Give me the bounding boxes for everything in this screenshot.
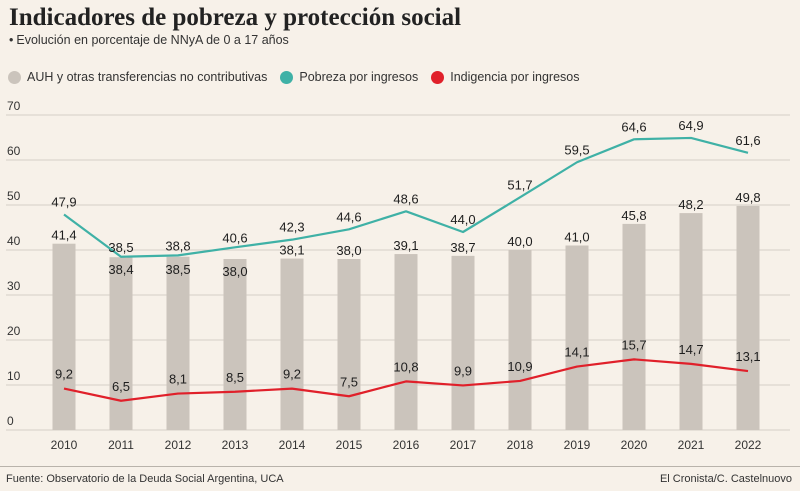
- pobreza-value-label: 38,8: [165, 238, 190, 253]
- legend-item-indigencia: Indigencia por ingresos: [431, 70, 579, 84]
- indigencia-value-label: 14,1: [564, 345, 589, 360]
- indigencia-value-label: 8,5: [226, 370, 244, 385]
- chart-title: Indicadores de pobreza y protección soci…: [9, 4, 462, 31]
- x-tick-label: 2018: [507, 438, 534, 452]
- bar: [337, 259, 361, 430]
- x-tick-label: 2017: [450, 438, 477, 452]
- chart-subtitle: • Evolución en porcentaje de NNyA de 0 a …: [9, 33, 289, 47]
- bar: [394, 254, 418, 430]
- bar-value-label: 48,2: [678, 197, 703, 212]
- pobreza-value-label: 44,6: [336, 209, 361, 224]
- indigencia-value-label: 14,7: [678, 342, 703, 357]
- pobreza-value-label: 51,7: [507, 177, 532, 192]
- x-tick-label: 2014: [279, 438, 306, 452]
- y-tick-label: 20: [7, 324, 21, 338]
- y-tick-label: 50: [7, 189, 21, 203]
- footer-source: Fuente: Observatorio de la Deuda Social …: [6, 473, 284, 485]
- x-tick-label: 2011: [108, 438, 134, 452]
- y-tick-label: 0: [7, 414, 14, 428]
- legend-swatch-indigencia: [431, 70, 445, 84]
- indigencia-value-label: 9,2: [55, 367, 73, 382]
- legend-label-indigencia: Indigencia por ingresos: [450, 70, 580, 84]
- bar: [565, 245, 589, 430]
- bar-value-label: 38,4: [108, 262, 133, 277]
- bar-series: [52, 205, 760, 430]
- bar-value-label: 45,8: [621, 208, 646, 223]
- chart-legend: AUH y otras transferencias no contributi…: [8, 69, 592, 85]
- pobreza-line: [63, 136, 749, 258]
- indigencia-value-label: 15,7: [621, 337, 646, 352]
- bar: [451, 255, 475, 430]
- footer-credit: El Cronista/C. Castelnuovo: [659, 473, 792, 485]
- line-series: [63, 136, 749, 402]
- footer-divider: [0, 466, 800, 467]
- bar-value-label: 38,0: [222, 264, 247, 279]
- x-tick-label: 2022: [735, 438, 762, 452]
- indigencia-value-label: 13,1: [735, 349, 760, 364]
- bar: [109, 257, 133, 430]
- bar-value-label: 41,0: [564, 230, 589, 245]
- pobreza-value-label: 48,6: [393, 191, 418, 206]
- bar: [736, 205, 760, 430]
- bar-value-label: 38,0: [336, 243, 361, 258]
- indigencia-value-label: 7,5: [340, 374, 358, 389]
- axis-labels: 0 10 20 30 40 50 60 70 2010 2011 2012 2013 2014 2015 2…: [7, 99, 762, 452]
- pobreza-value-label: 61,6: [735, 133, 760, 148]
- pobreza-value-label: 40,6: [222, 230, 247, 245]
- y-tick-label: 70: [7, 99, 21, 113]
- y-tick-label: 60: [7, 144, 21, 158]
- pobreza-value-label: 38,5: [108, 240, 133, 255]
- bar-value-label: 49,8: [735, 190, 760, 205]
- legend-label-auh: AUH y otras transferencias no contributi…: [27, 70, 268, 84]
- x-tick-label: 2010: [51, 438, 78, 452]
- bar: [52, 243, 76, 430]
- legend-item-pobreza: Pobreza por ingresos: [280, 70, 418, 84]
- x-tick-label: 2020: [621, 438, 648, 452]
- indigencia-line: [63, 358, 749, 402]
- bar-value-label: 38,7: [450, 240, 475, 255]
- bar: [280, 258, 304, 430]
- pobreza-value-label: 42,3: [279, 220, 304, 235]
- x-tick-label: 2012: [165, 438, 192, 452]
- legend-label-pobreza: Pobreza por ingresos: [299, 70, 419, 84]
- legend-swatch-pobreza: [280, 70, 294, 84]
- bar-value-label: 39,1: [393, 238, 418, 253]
- bar: [508, 250, 532, 430]
- y-tick-label: 10: [7, 369, 21, 383]
- x-tick-label: 2021: [678, 438, 705, 452]
- indigencia-value-label: 10,8: [393, 359, 418, 374]
- indigencia-value-label: 6,5: [112, 379, 130, 394]
- bar-value-label: 38,1: [279, 243, 304, 258]
- legend-item-auh: AUH y otras transferencias no contributi…: [8, 70, 267, 84]
- bar-value-label: 40,0: [507, 234, 532, 249]
- bar-value-label: 38,5: [165, 262, 190, 277]
- chart-plot: 41,4 38,4 38,5 38,0 38,1 38,0 39,1 38,7 40,0 41,0…: [6, 99, 790, 452]
- x-tick-label: 2013: [222, 438, 249, 452]
- legend-swatch-auh: [8, 70, 21, 84]
- data-labels: 41,4 38,4 38,5 38,0 38,1 38,0 39,1 38,7 40,0 41,0…: [51, 118, 760, 394]
- indigencia-value-label: 9,9: [454, 363, 472, 378]
- pobreza-value-label: 64,9: [678, 118, 703, 133]
- subtitle-text: Evolución en porcentaje de NNyA de 0 a 1…: [16, 33, 289, 47]
- x-tick-label: 2015: [336, 438, 363, 452]
- pobreza-value-label: 59,5: [564, 142, 589, 157]
- indigencia-value-label: 8,1: [169, 372, 187, 387]
- bar: [166, 256, 190, 430]
- bar: [622, 223, 646, 430]
- x-tick-label: 2016: [393, 438, 420, 452]
- indigencia-value-label: 9,2: [283, 367, 301, 382]
- pobreza-value-label: 44,0: [450, 212, 475, 227]
- x-tick-label: 2019: [564, 438, 591, 452]
- bar: [679, 213, 703, 430]
- subtitle-bullet: •: [9, 33, 14, 47]
- bar-value-label: 41,4: [51, 228, 76, 243]
- pobreza-value-label: 47,9: [51, 194, 76, 209]
- y-tick-label: 30: [7, 279, 21, 293]
- bar: [223, 259, 247, 430]
- y-tick-label: 40: [7, 234, 21, 248]
- indigencia-value-label: 10,9: [507, 359, 532, 374]
- pobreza-value-label: 64,6: [621, 119, 646, 134]
